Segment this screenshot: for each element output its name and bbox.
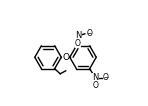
Text: −: − xyxy=(86,30,92,35)
Text: O: O xyxy=(75,39,81,48)
Text: N: N xyxy=(75,31,82,40)
Text: N: N xyxy=(92,73,99,82)
Text: O: O xyxy=(86,29,92,38)
Text: O: O xyxy=(103,73,109,82)
Text: O: O xyxy=(62,53,69,62)
Text: −: − xyxy=(103,74,109,79)
Text: O: O xyxy=(92,81,98,90)
